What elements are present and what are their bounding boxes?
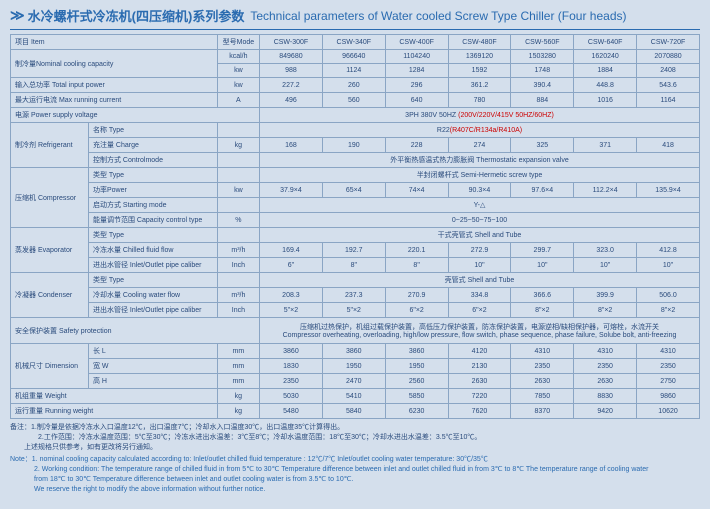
notes-cn: 备注：1.制冷量是依据冷冻水入口温度12℃，出口温度7℃；冷却水入口温度30℃，… xyxy=(10,423,700,452)
chevron-icon: ≫ xyxy=(10,7,22,24)
item-label: 项目 Item xyxy=(11,35,218,50)
header-row: 项目 Item 型号Mode CSW-300FCSW-340FCSW-400FC… xyxy=(11,35,700,50)
model: CSW-560F xyxy=(511,35,574,50)
cap-label: 制冷量Nominal cooling capacity xyxy=(11,50,218,78)
divider xyxy=(10,29,700,30)
header: ≫ 水冷螺杆式冷冻机(四压缩机)系列参数 Technical parameter… xyxy=(10,6,700,25)
model: CSW-720F xyxy=(637,35,700,50)
mode-label: 型号Mode xyxy=(217,35,259,50)
safety-text: 压缩机过热保护，机组过载保护装置，高低压力保护装置，防冻保护装置，电源逆相/缺相… xyxy=(260,318,700,344)
model: CSW-400F xyxy=(385,35,448,50)
model: CSW-300F xyxy=(260,35,323,50)
model: CSW-480F xyxy=(448,35,511,50)
title-en: Technical parameters of Water cooled Scr… xyxy=(250,9,626,23)
spec-table: 项目 Item 型号Mode CSW-300FCSW-340FCSW-400FC… xyxy=(10,34,700,419)
model: CSW-340F xyxy=(322,35,385,50)
model: CSW-640F xyxy=(574,35,637,50)
notes-en: Note：1. nominal cooling capacity calcula… xyxy=(10,455,700,494)
title-cn: 水冷螺杆式冷冻机(四压缩机)系列参数 xyxy=(28,6,245,25)
power-supply: 3PH 380V 50HZ (200V/220V/415V 50HZ/60HZ) xyxy=(260,108,700,123)
